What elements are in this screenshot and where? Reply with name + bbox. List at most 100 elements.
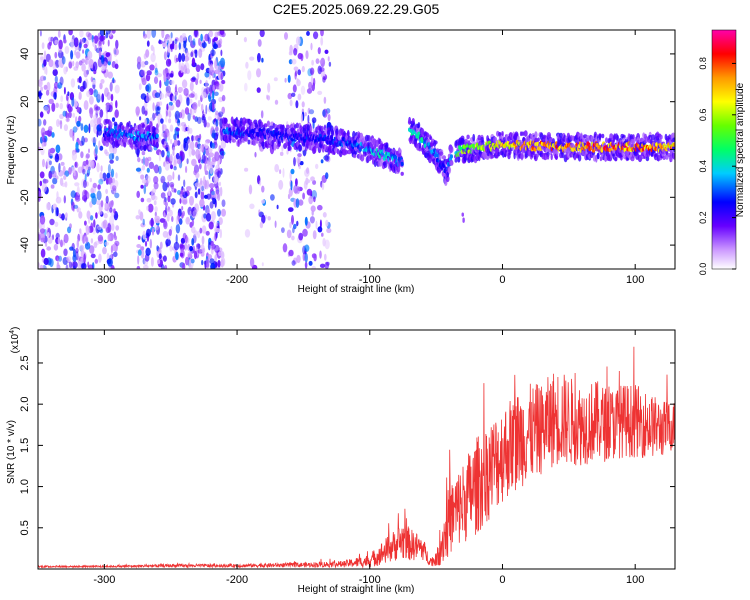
heatmap-cell [106,172,111,179]
heatmap-cell [198,48,203,58]
heatmap-cell [59,177,64,186]
heatmap-cell [304,244,310,252]
heatmap-cell [49,147,56,154]
heatmap-cell [41,132,45,141]
heatmap-cell [190,51,194,58]
heatmap-cell [155,218,161,224]
heatmap-cell [320,125,324,132]
heatmap-cell [164,161,170,171]
heatmap-cell [146,83,152,93]
heatmap-cell [200,190,205,201]
heatmap-cell [299,161,304,166]
heatmap-cell [221,94,226,102]
heatmap-cell [165,58,172,67]
heatmap-cell [295,178,298,187]
heatmap-cell [103,213,108,219]
heatmap-cell [88,107,94,115]
heatmap-cell [81,135,85,146]
heatmap-cell [78,76,82,84]
heatmap-cell [158,40,163,45]
heatmap-cell [68,111,72,119]
heatmap-cell [181,53,186,62]
heatmap-cell [153,76,159,84]
heatmap-cell [83,43,88,49]
heatmap-cell [144,118,147,127]
heatmap-cell [107,55,112,63]
heatmap-cell [189,211,192,217]
heatmap-cell [160,192,166,199]
heatmap-cell [58,255,62,262]
heatmap-cell [153,200,157,206]
heatmap-cell [172,171,175,180]
heatmap-cell [309,125,313,132]
heatmap-cell [306,167,310,175]
heatmap-cell [163,72,167,83]
heatmap-cell [204,181,210,190]
heatmap-cell [83,70,89,78]
heatmap-cell [72,126,78,133]
heatmap-cell [97,225,102,231]
heatmap-cell [284,32,288,40]
heatmap-cell [256,68,261,78]
heatmap-cell [39,111,44,118]
heatmap-cell [187,251,192,260]
heatmap-cell [215,185,220,195]
heatmap-cell [110,93,114,102]
heatmap-cell [672,137,675,143]
heatmap-cell [65,93,69,102]
heatmap-cell [63,175,67,180]
heatmap-cell [47,42,51,50]
heatmap-cell [141,150,146,156]
heatmap-cell [98,178,104,185]
heatmap-cell [88,166,91,171]
heatmap-cell [99,228,104,234]
heatmap-cell [100,165,103,172]
heatmap-cell [254,151,257,158]
heatmap-cell [323,96,327,104]
heatmap-cell [142,33,148,39]
heatmap-cell [199,144,203,152]
heatmap-cell [111,152,115,160]
heatmap-cell [197,137,201,143]
heatmap-cell [90,192,96,199]
heatmap-cell [97,92,101,100]
heatmap-cell [140,246,145,251]
heatmap-cell [193,230,198,237]
heatmap-cell [136,265,141,269]
heatmap-cell [151,227,155,236]
heatmap-cell [309,67,315,75]
heatmap-cell [214,254,218,262]
snr-y-tick-label: 2.0 [19,397,31,412]
heatmap-cell [297,144,303,152]
heatmap-cell [170,80,175,85]
heatmap-cell [194,191,198,199]
spectrogram-x-tick-label: 0 [499,274,505,286]
heatmap-cell [223,117,228,124]
heatmap-cell [211,243,215,251]
heatmap-cell [86,172,89,177]
heatmap-cell [84,241,91,250]
heatmap-cell [144,110,148,116]
heatmap-cell [169,209,173,217]
heatmap-cell [194,30,198,38]
heatmap-cell [319,263,326,268]
heatmap-cell [466,134,470,140]
heatmap-cell [307,107,311,115]
heatmap-cell [180,122,186,127]
heatmap-cell [175,127,180,132]
snr-multiplier: (x104) [9,327,21,354]
heatmap-cell [164,264,168,269]
heatmap-cell [163,198,166,205]
heatmap-cell [281,124,285,130]
heatmap-cell [135,215,141,220]
heatmap-cell [170,198,176,205]
heatmap-cell [200,103,204,112]
heatmap-cell [311,59,314,66]
heatmap-cell [72,60,75,67]
heatmap-cell [298,232,304,241]
heatmap-cell [156,106,161,111]
heatmap-cell [309,216,315,224]
heatmap-cell [63,66,68,75]
heatmap-cell [105,52,111,58]
